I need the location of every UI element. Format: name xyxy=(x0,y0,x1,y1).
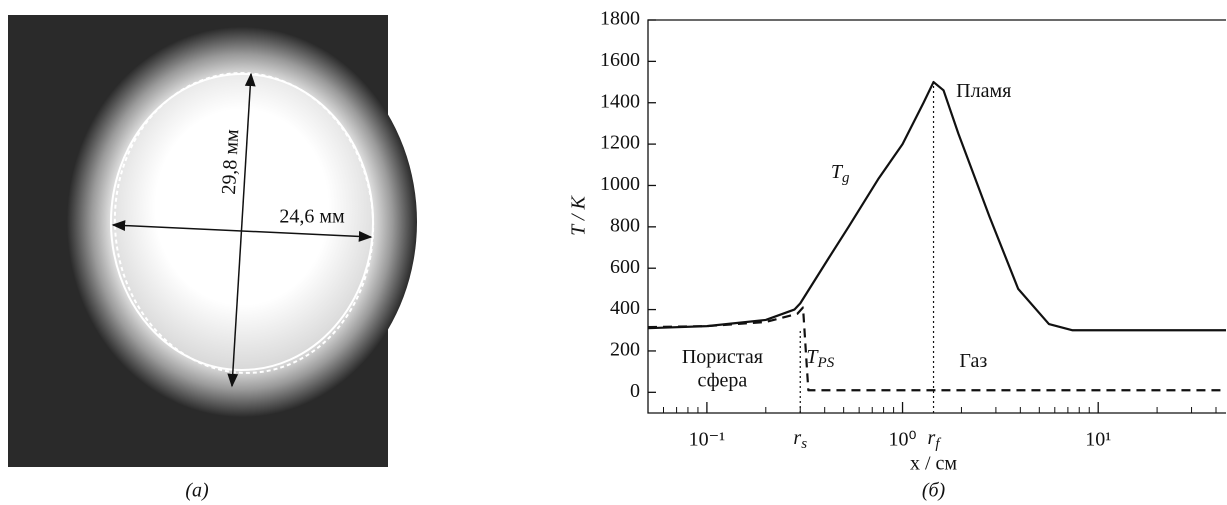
annotation: TPS xyxy=(806,346,834,372)
photo-caption: (а) xyxy=(185,480,209,502)
y-axis-label: T / K xyxy=(568,195,590,236)
y-tick-label: 600 xyxy=(610,256,640,278)
y-tick-label: 1000 xyxy=(600,173,640,195)
marker-label-sub: s xyxy=(801,436,807,452)
chart-panel: 0 200 400 600 800 1000 1200 1400 1600 1800 10⁻¹ 10⁰… xyxy=(568,8,1226,502)
marker-label: rs xyxy=(793,427,807,453)
data-line xyxy=(647,306,1226,392)
height-label: 29,8 мм xyxy=(218,128,243,195)
annotation: Tg xyxy=(831,161,850,187)
x-tick-label: 10⁰ xyxy=(889,429,917,451)
y-tick-label: 1200 xyxy=(600,132,640,154)
y-tick-label: 400 xyxy=(610,297,640,319)
width-label: 24,6 мм xyxy=(279,206,345,228)
annotation: сфера xyxy=(697,370,747,392)
annotation-main: T xyxy=(806,346,819,368)
marker-label-main: r xyxy=(793,427,801,449)
annotation-sub: PS xyxy=(817,356,835,372)
annotation: Газ xyxy=(959,350,987,372)
axis-frame xyxy=(647,19,1226,414)
y-tick-label: 1800 xyxy=(600,8,640,30)
x-axis-label: x / см xyxy=(910,453,957,475)
annotation: Пористая xyxy=(682,346,763,368)
annotation-main: T xyxy=(831,161,844,183)
x-tick-label: 10⁻¹ xyxy=(689,429,726,451)
marker-label: rf xyxy=(928,427,942,453)
chart-caption: (б) xyxy=(922,480,946,502)
x-tick-label: 10¹ xyxy=(1085,429,1111,451)
marker-label-sub: f xyxy=(935,436,941,452)
y-tick-label: 200 xyxy=(610,339,640,361)
annotation: Пламя xyxy=(956,80,1011,102)
photo-panel: 29,8 мм 24,6 мм (а) xyxy=(8,15,417,502)
y-tick-label: 0 xyxy=(630,380,640,402)
data-line xyxy=(647,80,1226,332)
y-tick-label: 1600 xyxy=(600,49,640,71)
horizontal-dimension xyxy=(111,220,373,242)
y-tick-label: 1400 xyxy=(600,90,640,112)
annotation-sub: g xyxy=(842,171,850,187)
y-tick-label: 800 xyxy=(610,214,640,236)
marker-label-main: r xyxy=(928,427,936,449)
